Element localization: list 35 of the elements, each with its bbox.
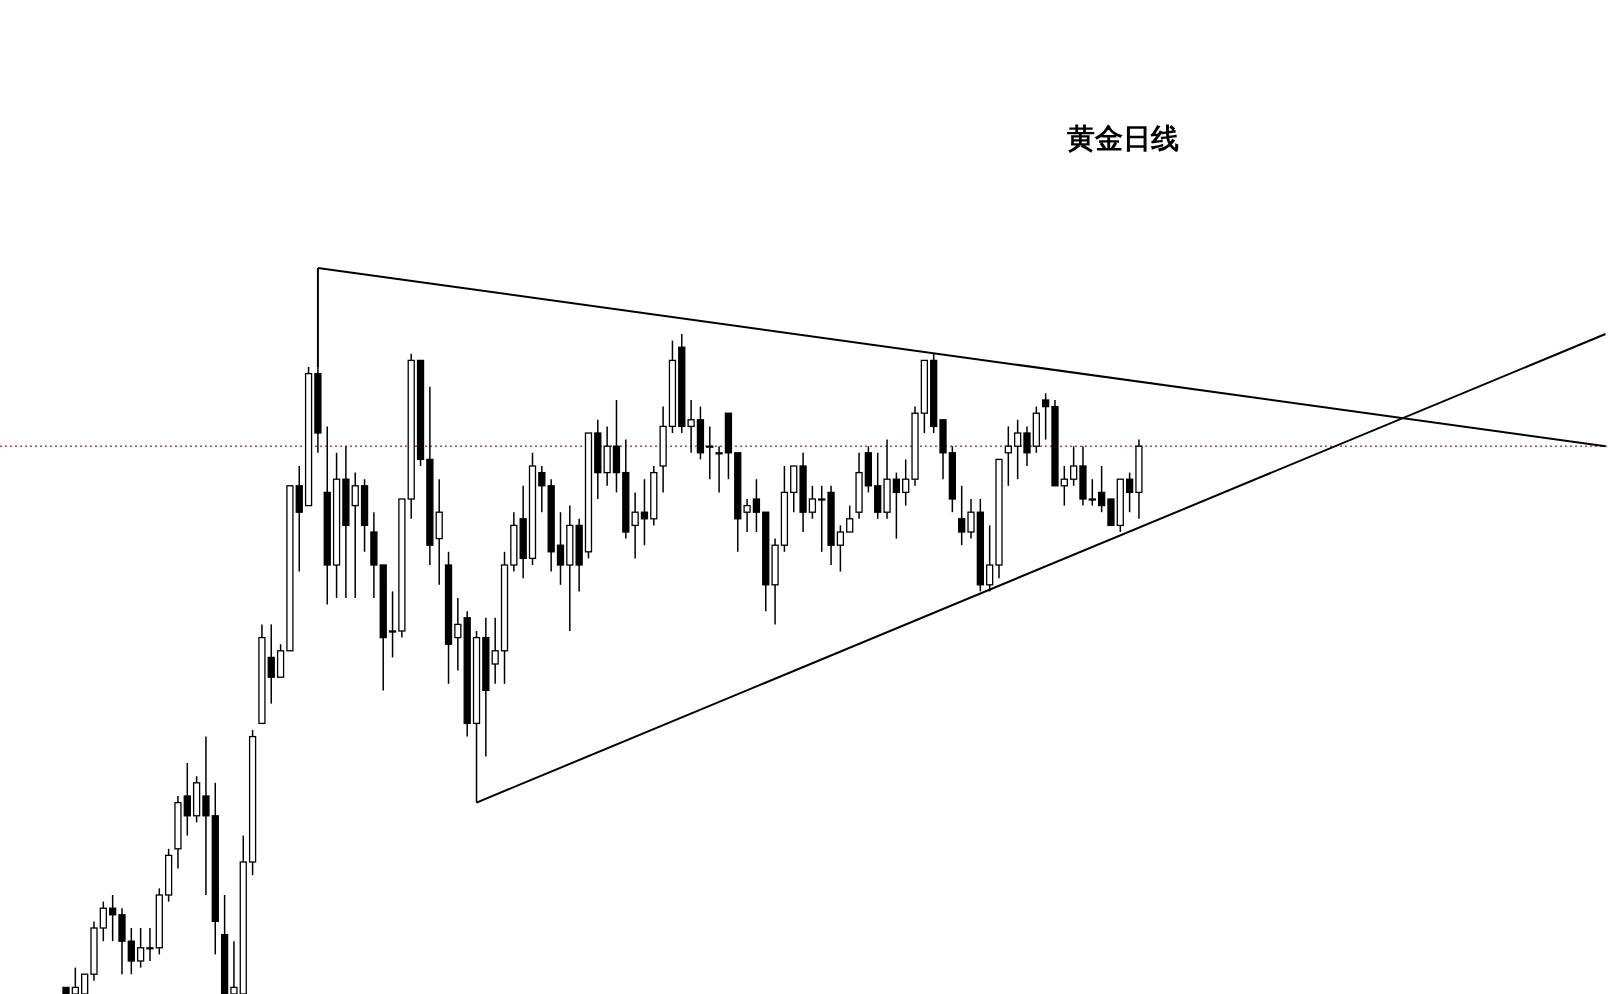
candlestick: [1042, 392, 1050, 441]
candlestick: [967, 498, 975, 540]
candlestick: [556, 511, 565, 586]
candlestick: [743, 498, 751, 533]
candlestick: [902, 458, 910, 507]
candlestick: [892, 471, 901, 540]
candlestick: [1069, 445, 1078, 487]
candlestick: [491, 617, 499, 685]
candlestick: [267, 623, 275, 705]
candlestick: [687, 399, 695, 454]
candlestick: [808, 485, 817, 520]
candlestick: [1097, 465, 1106, 513]
candlestick: [1023, 425, 1031, 467]
candlestick: [1088, 478, 1096, 507]
candlestick: [1014, 419, 1022, 480]
candlestick: [958, 485, 966, 546]
candlestick: [846, 504, 854, 533]
candlestick: [538, 465, 546, 513]
candlestick: [454, 597, 462, 672]
candlestick: [146, 927, 154, 962]
candlestick: [715, 445, 723, 494]
candlestick: [202, 735, 210, 896]
candlestick: [1125, 471, 1134, 513]
candlestick: [752, 478, 761, 533]
candlestick: [631, 491, 639, 560]
candlestick: [836, 524, 845, 573]
candlestick: [127, 927, 135, 975]
candlestick: [99, 900, 107, 942]
candlestick: [136, 927, 145, 969]
candlestick: [706, 425, 714, 480]
candlestick: [351, 471, 359, 599]
candlestick: [183, 762, 191, 837]
candlestick: [818, 485, 826, 553]
candlestick: [388, 590, 397, 659]
chart-title: 黄金日线: [1066, 122, 1179, 155]
